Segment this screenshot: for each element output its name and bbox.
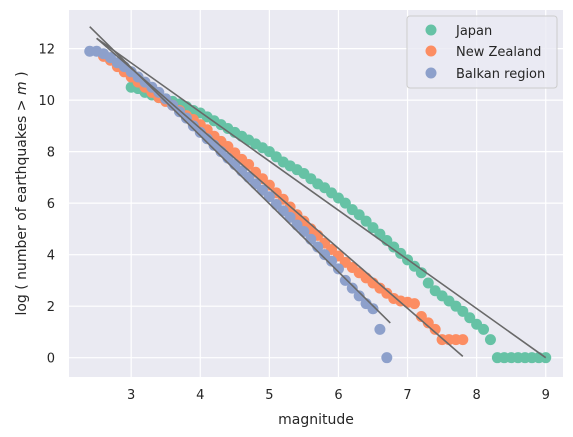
legend-marker-balkan-region bbox=[425, 67, 437, 79]
legend: Japan New Zealand Balkan region bbox=[406, 15, 558, 89]
y-tick-label: 4 bbox=[47, 249, 55, 264]
y-tick-label: 0 bbox=[47, 352, 55, 367]
y-tick-label: 6 bbox=[47, 197, 55, 212]
point-japan bbox=[353, 209, 365, 221]
legend-marker-new-zealand bbox=[425, 45, 437, 57]
legend-box bbox=[406, 15, 558, 89]
x-tick-label: 5 bbox=[265, 388, 273, 403]
y-tick-label: 10 bbox=[38, 94, 55, 109]
point-balkan-region bbox=[353, 290, 365, 302]
legend-label-japan: Japan bbox=[455, 24, 492, 39]
fit-line bbox=[96, 37, 464, 358]
point-japan bbox=[388, 241, 400, 253]
point-balkan-region bbox=[180, 112, 192, 124]
y-axis-label-part-2: > bbox=[14, 99, 30, 111]
y-tick-label: 12 bbox=[38, 43, 55, 58]
y-axis-label: log ( number of earthquakes > m ) bbox=[14, 71, 30, 315]
point-balkan-region bbox=[326, 255, 338, 267]
point-japan bbox=[422, 277, 434, 289]
x-tick-labels: 3 4 5 6 7 8 9 bbox=[127, 388, 550, 403]
y-tick-label: 8 bbox=[47, 146, 55, 161]
x-tick-label: 3 bbox=[127, 388, 135, 403]
point-balkan-region bbox=[187, 120, 199, 132]
legend-label-balkan-region: Balkan region bbox=[456, 67, 545, 82]
point-balkan-region bbox=[256, 184, 268, 196]
point-balkan-region bbox=[194, 126, 206, 138]
point-balkan-region bbox=[367, 303, 379, 315]
point-japan bbox=[415, 267, 427, 279]
legend-label-new-zealand: New Zealand bbox=[456, 45, 541, 60]
point-balkan-region bbox=[374, 323, 386, 335]
point-balkan-region bbox=[319, 249, 331, 261]
x-tick-label: 4 bbox=[196, 388, 204, 403]
fit-line bbox=[96, 37, 547, 359]
point-japan bbox=[457, 305, 469, 317]
point-balkan-region bbox=[381, 352, 393, 364]
point-japan bbox=[478, 323, 490, 335]
point-japan bbox=[360, 215, 372, 227]
point-japan bbox=[408, 260, 420, 272]
point-balkan-region bbox=[263, 191, 275, 203]
point-japan bbox=[374, 228, 386, 240]
x-tick-label: 6 bbox=[334, 388, 342, 403]
y-tick-label: 2 bbox=[47, 300, 55, 315]
point-new-zealand bbox=[415, 310, 427, 322]
fit-line bbox=[89, 26, 391, 324]
point-balkan-region bbox=[346, 282, 358, 294]
point-balkan-region bbox=[284, 211, 296, 223]
point-japan bbox=[484, 334, 496, 346]
x-tick-label: 9 bbox=[542, 388, 550, 403]
point-japan bbox=[339, 197, 351, 209]
y-tick-labels: 0 2 4 6 8 10 12 bbox=[38, 43, 55, 367]
point-new-zealand bbox=[429, 323, 441, 335]
x-tick-label: 8 bbox=[472, 388, 480, 403]
y-axis-label-part-1: log ( number of earthquakes bbox=[14, 111, 30, 315]
point-japan bbox=[367, 222, 379, 234]
y-axis-label-part-4: ) bbox=[14, 71, 30, 81]
point-new-zealand bbox=[457, 334, 469, 346]
point-balkan-region bbox=[339, 274, 351, 286]
legend-marker-japan bbox=[425, 24, 437, 36]
point-japan bbox=[464, 312, 476, 324]
x-axis-label: magnitude bbox=[278, 412, 354, 428]
x-tick-label: 7 bbox=[403, 388, 411, 403]
point-new-zealand bbox=[422, 317, 434, 329]
y-axis-label-part-3: m bbox=[14, 81, 30, 99]
fit-lines bbox=[89, 26, 547, 359]
point-balkan-region bbox=[332, 263, 344, 275]
point-new-zealand bbox=[408, 298, 420, 310]
